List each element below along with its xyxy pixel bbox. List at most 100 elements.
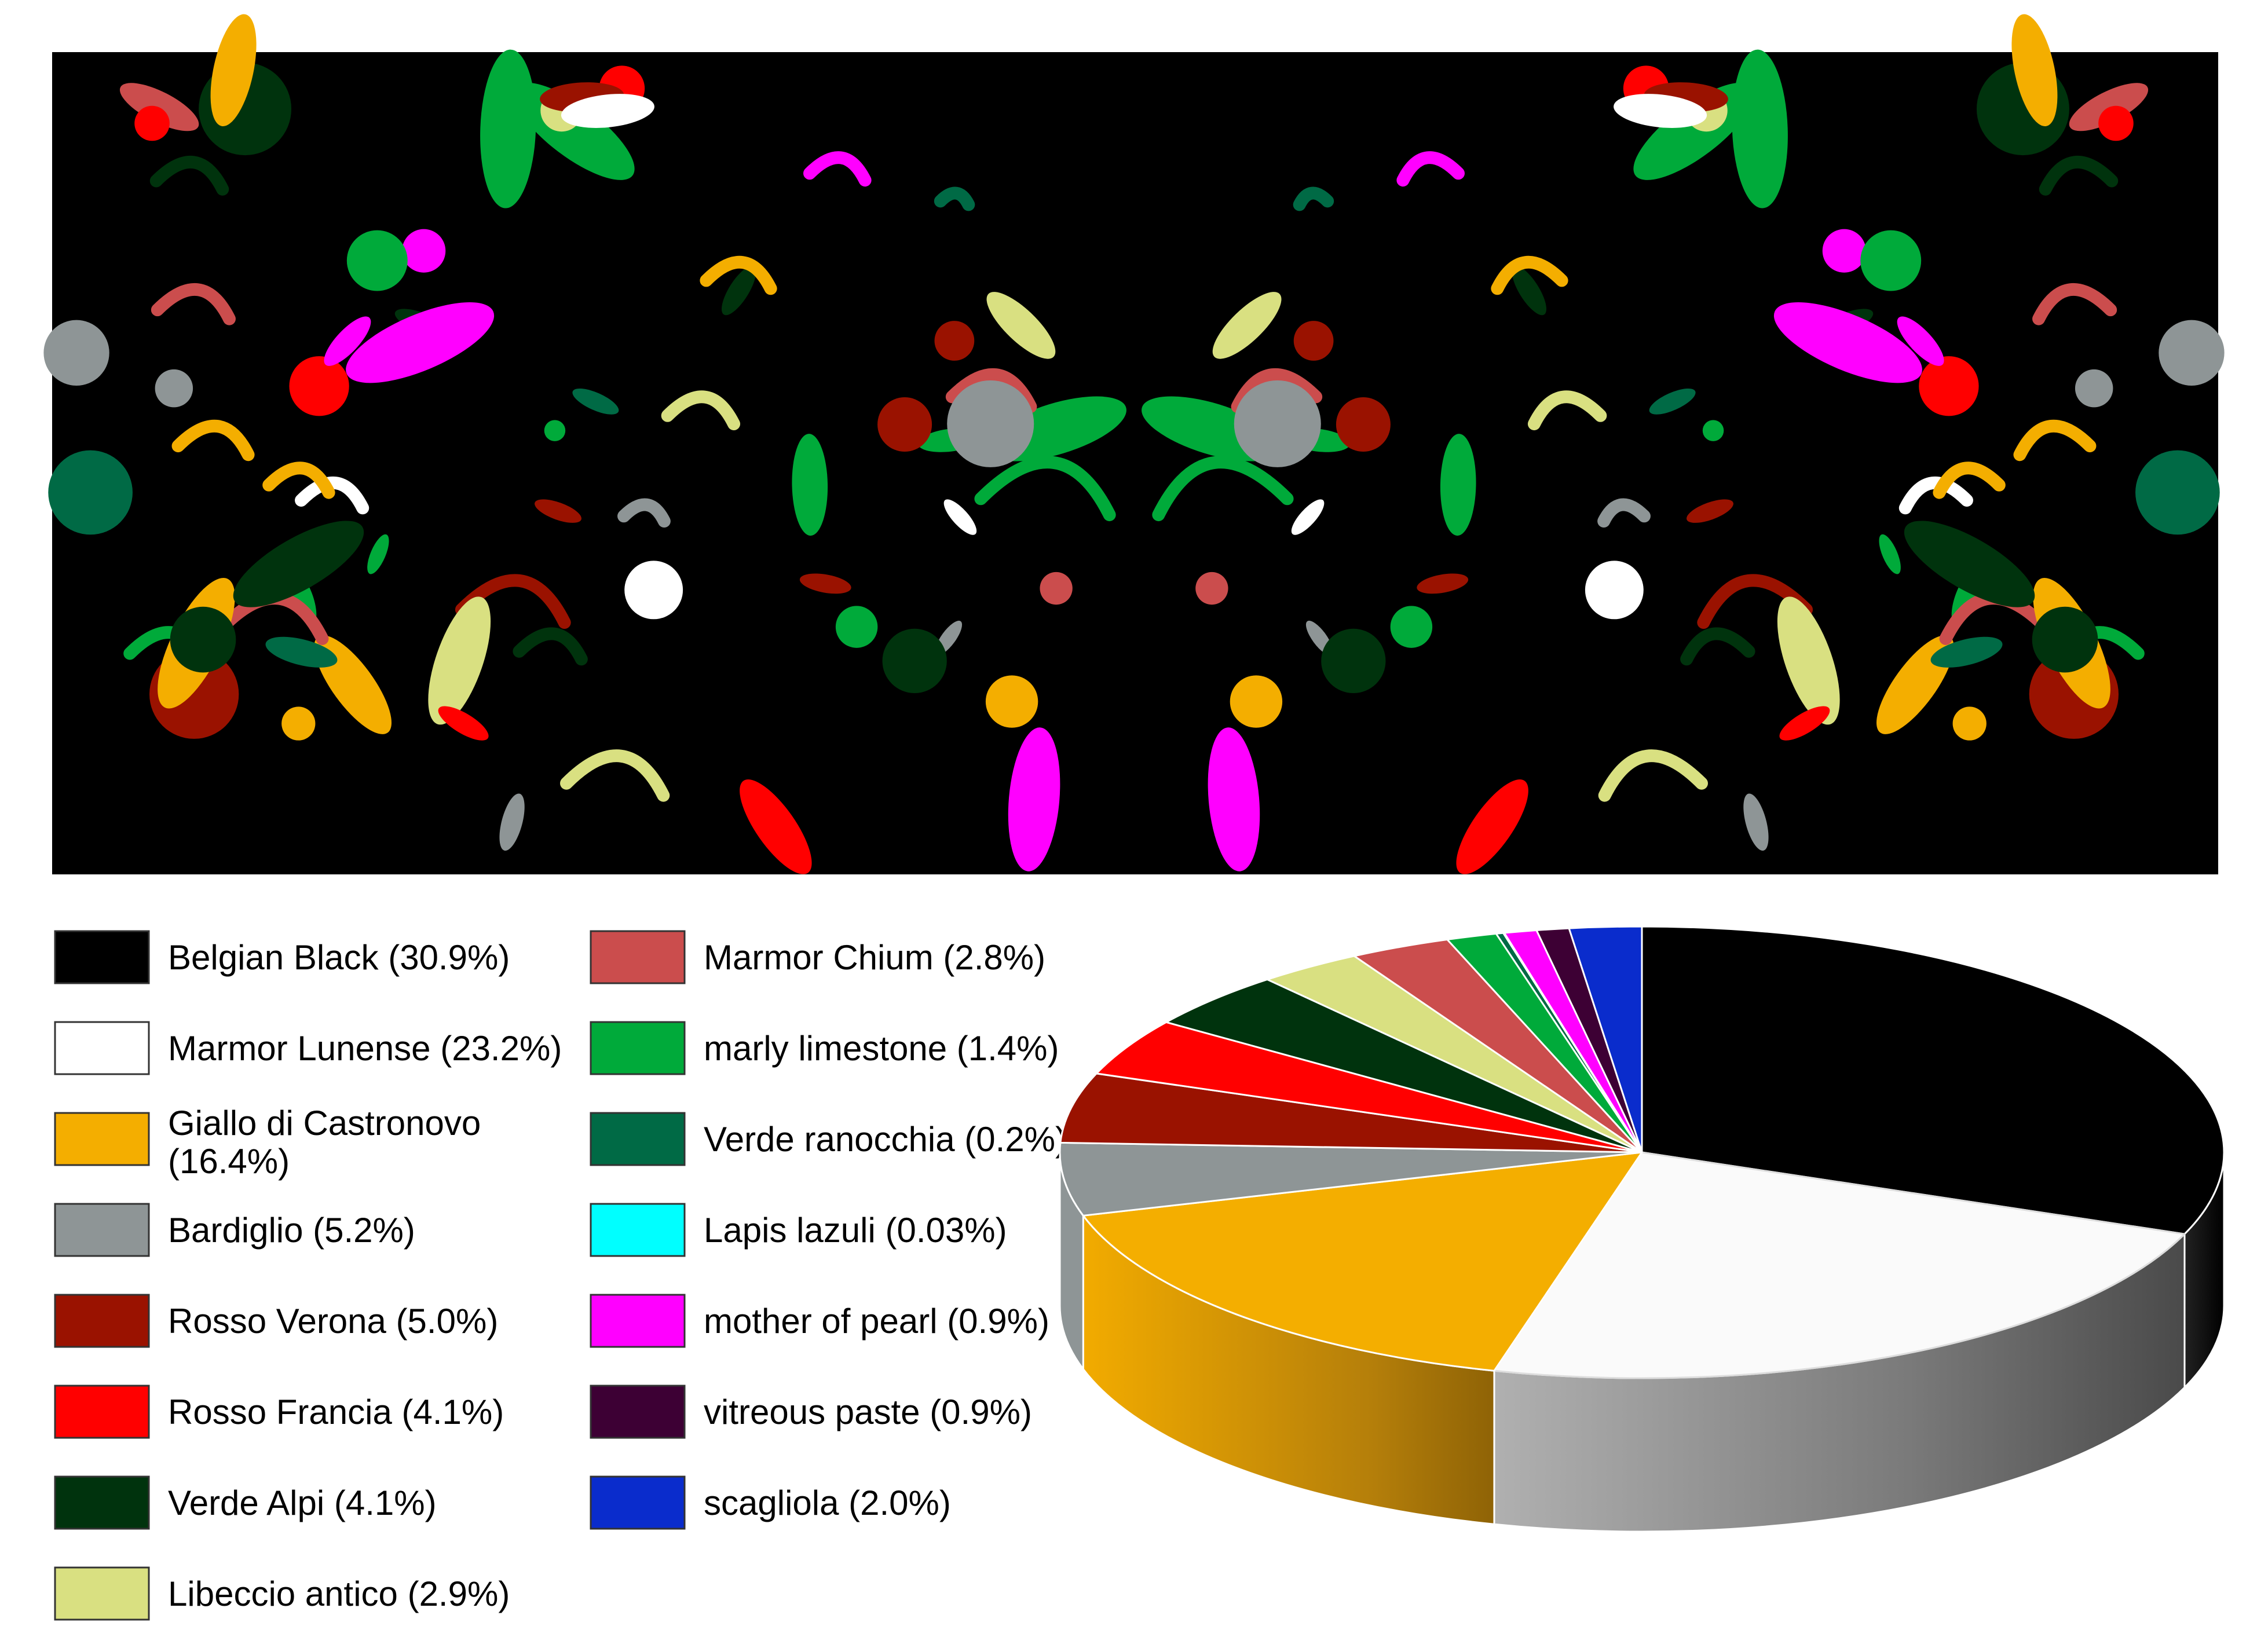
legend-swatch	[590, 1294, 686, 1348]
inlay-motif	[882, 628, 947, 694]
legend-label: Giallo di Castronovo (16.4%)	[168, 1104, 481, 1181]
legend-swatch	[590, 1385, 686, 1439]
inlay-motif	[281, 706, 316, 741]
legend-label: vitreous paste (0.9%)	[704, 1393, 1032, 1431]
artwork-background	[52, 52, 2218, 874]
inlay-motif	[1680, 627, 1755, 666]
inlay-motif	[265, 636, 338, 668]
legend-label: Marmor Lunense (23.2%)	[168, 1029, 562, 1068]
legend-swatch	[54, 1475, 150, 1530]
inlay-motif	[985, 675, 1038, 728]
inlay-motif	[2069, 83, 2149, 131]
pie-slice-marmor-lunense	[1493, 1151, 2186, 1379]
inlay-motif	[1152, 456, 1294, 522]
legend-swatch	[590, 1021, 686, 1075]
inlay-motif	[1860, 230, 1922, 291]
legend-label: Verde ranocchia (0.2%)	[704, 1120, 1067, 1159]
inlay-motif	[1491, 255, 1568, 295]
inlay-motif	[572, 388, 619, 415]
inlay-motif	[324, 316, 371, 366]
inlay-motif	[1291, 499, 1325, 535]
inlay-motif	[262, 462, 335, 499]
inlay-motif	[1919, 356, 1979, 416]
inlay-motif	[119, 83, 199, 131]
legend-label: mother of pearl (0.9%)	[704, 1302, 1049, 1341]
inlay-motif	[624, 561, 683, 620]
legend-swatch	[54, 1294, 150, 1348]
inlay-motif	[1777, 596, 1840, 725]
inlay-motif	[155, 369, 193, 408]
inlay-motif	[2032, 606, 2098, 673]
inlay-motif	[986, 292, 1056, 359]
legend-item-rosso-francia: Rosso Francia (4.1%)	[54, 1385, 504, 1439]
legend-label: Rosso Francia (4.1%)	[168, 1393, 504, 1431]
inlay-motif	[438, 706, 489, 741]
inlay-motif	[346, 230, 408, 291]
legend-item-belgian-black: Belgian Black (30.9%)	[54, 930, 510, 984]
legend-swatch	[590, 930, 686, 984]
inlay-motif	[1456, 779, 1528, 874]
legend-item-verde-ranocchia: Verde ranocchia (0.2%)	[590, 1112, 1067, 1166]
inlay-motif	[1440, 434, 1476, 536]
inlay-motif	[43, 320, 109, 386]
inlay-motif	[402, 229, 446, 273]
inlay-motif	[1231, 368, 1323, 413]
pie-slice-belgian-black	[1641, 925, 2225, 1235]
legend-swatch	[54, 1112, 150, 1166]
legend-item-rosso-verona: Rosso Verona (5.0%)	[54, 1294, 498, 1348]
inlay-motif	[1732, 49, 1788, 208]
inlay-motif	[428, 596, 491, 725]
inlay-motif	[289, 356, 349, 416]
inlay-motif	[2039, 156, 2119, 196]
legend-swatch	[54, 1566, 150, 1621]
inlay-motif	[1597, 498, 1651, 528]
legend-swatch	[54, 1203, 150, 1257]
inlay-motif	[1195, 572, 1228, 605]
inlay-motif	[1598, 749, 1708, 802]
inlay-motif	[1614, 94, 1707, 128]
inlay-motif	[499, 793, 525, 851]
legend-label: Bardiglio (5.2%)	[168, 1211, 415, 1250]
inlay-motif	[1008, 727, 1060, 871]
inlay-motif	[2098, 105, 2134, 141]
inlay-motif	[1230, 675, 1283, 728]
inlay-motif	[1390, 606, 1433, 648]
inlay-motif	[1649, 388, 1696, 415]
inlay-motif	[700, 255, 777, 295]
legend-label: Belgian Black (30.9%)	[168, 938, 510, 977]
legend-item-mother-of-pearl: mother of pearl (0.9%)	[590, 1294, 1049, 1348]
inlay-motif	[210, 14, 257, 126]
inlay-motif	[1527, 390, 1607, 431]
inlay-motif	[2013, 419, 2097, 462]
legend-swatch	[54, 930, 150, 984]
legend-item-verde-alpi: Verde Alpi (4.1%)	[54, 1475, 437, 1530]
legend-swatch	[54, 1385, 150, 1439]
inlay-motif	[295, 476, 370, 515]
legend-item-lapis-lazuli: Lapis lazuli (0.03%)	[590, 1203, 1007, 1257]
inlay-motif	[1687, 499, 1733, 523]
legend-item-marmor-lunense: Marmor Lunense (23.2%)	[54, 1021, 562, 1075]
inlay-motif	[1293, 321, 1334, 361]
inlay-motif	[367, 534, 389, 574]
inlay-motif	[2075, 369, 2113, 408]
legend-item-marmor-chium: Marmor Chium (2.8%)	[590, 930, 1045, 984]
inlay-motif	[722, 266, 756, 316]
inlay-motif	[1396, 151, 1465, 187]
inlay-motif	[947, 380, 1034, 467]
artwork-motifs	[43, 14, 2225, 874]
legend-swatch	[590, 1475, 686, 1530]
inlay-motif	[792, 434, 828, 536]
inlay-motif	[1208, 727, 1260, 871]
inlay-motif	[1417, 573, 1469, 594]
inlay-motif	[2032, 283, 2117, 325]
pie-slice-rosso-verona	[1059, 1072, 1643, 1153]
legend-item-libeccio-antico: Libeccio antico (2.9%)	[54, 1566, 510, 1621]
pie-slice-giallo-di-castronovo	[1082, 1151, 1643, 1372]
inlay-motif	[513, 627, 588, 666]
inlay-motif	[1697, 574, 1813, 629]
inlay-motif	[480, 49, 536, 208]
legend-item-vitreous-paste: vitreous paste (0.9%)	[590, 1385, 1032, 1439]
legend-label: Lapis lazuli (0.03%)	[704, 1211, 1007, 1250]
floral-inlay-artwork	[43, 14, 2225, 874]
